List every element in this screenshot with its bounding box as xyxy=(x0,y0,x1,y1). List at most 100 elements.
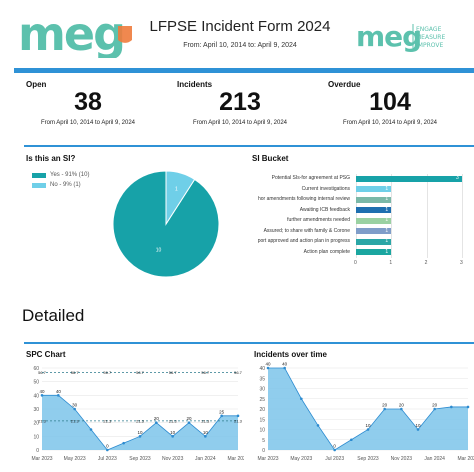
data-label: 10 xyxy=(137,430,143,435)
bucket-category-label: hor amendments following internal review xyxy=(258,196,350,202)
bucket-bar-value: 1 xyxy=(385,227,389,234)
data-point[interactable] xyxy=(350,438,353,442)
data-point[interactable] xyxy=(220,414,223,418)
si-pie-chart: 10 1 xyxy=(112,170,220,278)
data-point[interactable] xyxy=(300,397,303,401)
x-tick-label: Nov 2023 xyxy=(391,456,413,462)
x-tick-label: Sep 2023 xyxy=(357,456,379,462)
bucket-bar[interactable] xyxy=(356,217,392,224)
y-tick-label: 35 xyxy=(259,376,265,382)
data-point[interactable] xyxy=(466,405,470,409)
data-label: 10 xyxy=(203,430,209,435)
legend-no-swatch xyxy=(32,182,46,188)
incidents-title: Incidents over time xyxy=(254,350,327,359)
y-tick-label: 5 xyxy=(262,438,265,444)
bucket-category-label: Assured; to share with family & Corone xyxy=(263,227,350,234)
data-label: 0 xyxy=(106,444,109,449)
lcl-label: 21.3 xyxy=(201,418,210,423)
data-point[interactable] xyxy=(187,421,191,424)
tagline-measure: MEASURE xyxy=(416,34,445,41)
bucket-bar[interactable] xyxy=(356,207,392,213)
kpi-overdue-value: 104 xyxy=(369,88,411,116)
data-point[interactable] xyxy=(383,407,386,411)
ucl-label: 56.7 xyxy=(234,370,243,375)
x-tick-label: Jul 2023 xyxy=(98,456,117,462)
data-label: 20 xyxy=(186,416,192,421)
data-point[interactable] xyxy=(316,424,320,427)
y-tick-label: 40 xyxy=(33,393,39,399)
kpi-open-range: From April 10, 2014 to April 9, 2024 xyxy=(40,120,136,126)
bucket-bar[interactable] xyxy=(356,249,392,255)
y-tick-label: 10 xyxy=(33,434,39,440)
bucket-gridline xyxy=(462,174,463,258)
x-tick-label: Nov 2023 xyxy=(162,456,184,462)
data-point[interactable] xyxy=(40,394,44,397)
y-tick-label: 40 xyxy=(259,366,265,372)
bucket-bar-value: 1 xyxy=(385,196,389,202)
report-date-range: From: April 10, 2014 to: April 9, 2024 xyxy=(183,42,297,49)
si-pie-title: Is this an SI? xyxy=(26,154,76,163)
bucket-bar[interactable] xyxy=(356,238,392,245)
report-title: LFPSE Incident Form 2024 xyxy=(149,18,331,35)
kpi-open-label: Open xyxy=(26,80,47,89)
kpi-open-value: 38 xyxy=(74,88,102,116)
detailed-divider xyxy=(24,342,474,344)
data-point[interactable] xyxy=(400,407,403,411)
y-tick-label: 60 xyxy=(33,366,39,372)
data-label: 40 xyxy=(39,389,45,394)
data-point[interactable] xyxy=(155,421,158,424)
data-point[interactable] xyxy=(433,407,436,411)
data-label: 10 xyxy=(365,423,371,428)
bucket-x-tick: 3 xyxy=(460,260,463,266)
pie-data-label-1: 1 xyxy=(175,186,178,192)
data-point[interactable] xyxy=(283,366,286,370)
bucket-category-label: Action plan complete xyxy=(303,248,350,255)
bucket-bar[interactable] xyxy=(356,196,392,203)
header-divider xyxy=(14,68,474,73)
x-tick-label: Sep 2023 xyxy=(129,456,151,462)
y-tick-label: 20 xyxy=(33,421,39,427)
y-tick-label: 20 xyxy=(259,407,265,413)
data-point[interactable] xyxy=(236,414,240,418)
data-point[interactable] xyxy=(333,448,336,452)
y-tick-label: 0 xyxy=(36,448,39,454)
bucket-bar[interactable] xyxy=(356,175,462,182)
bucket-category-label: port approved and action plan in progres… xyxy=(257,238,350,244)
lcl-label: 21.3 xyxy=(136,418,145,423)
data-label: 0 xyxy=(333,444,336,449)
data-label: 20 xyxy=(432,403,438,408)
kpi-incidents-value: 213 xyxy=(219,88,261,116)
data-point[interactable] xyxy=(416,428,420,431)
pie-slice-1[interactable] xyxy=(165,170,196,226)
y-tick-label: 30 xyxy=(33,407,39,413)
data-point[interactable] xyxy=(171,435,174,438)
data-point[interactable] xyxy=(122,441,125,445)
y-tick-label: 25 xyxy=(259,397,265,403)
bucket-bar-value: 1 xyxy=(385,248,389,255)
data-label: 30 xyxy=(72,403,78,408)
data-point[interactable] xyxy=(106,448,109,452)
data-point[interactable] xyxy=(266,366,270,370)
data-label: 40 xyxy=(265,362,271,367)
lcl-label: 21.3 xyxy=(71,418,80,423)
legend-no-label: No - 9% (1) xyxy=(50,182,81,188)
data-point[interactable] xyxy=(366,428,370,431)
bucket-x-tick: 0 xyxy=(354,260,357,266)
data-label: 40 xyxy=(56,389,62,394)
y-tick-label: 50 xyxy=(33,380,39,386)
data-point[interactable] xyxy=(57,394,60,397)
data-point[interactable] xyxy=(204,435,207,438)
bucket-bar[interactable] xyxy=(356,228,392,234)
x-tick-label: May 2023 xyxy=(290,456,312,462)
data-point[interactable] xyxy=(73,407,76,411)
bucket-bar[interactable] xyxy=(356,186,392,192)
bucket-bar-value: 1 xyxy=(385,185,389,192)
data-point[interactable] xyxy=(450,405,453,409)
bucket-category-label: Awaiting ICB feedback xyxy=(299,206,350,213)
ucl-label: 56.7 xyxy=(201,370,210,375)
x-tick-label: May 2023 xyxy=(64,456,86,462)
data-point[interactable] xyxy=(138,435,142,438)
data-point[interactable] xyxy=(89,428,93,431)
